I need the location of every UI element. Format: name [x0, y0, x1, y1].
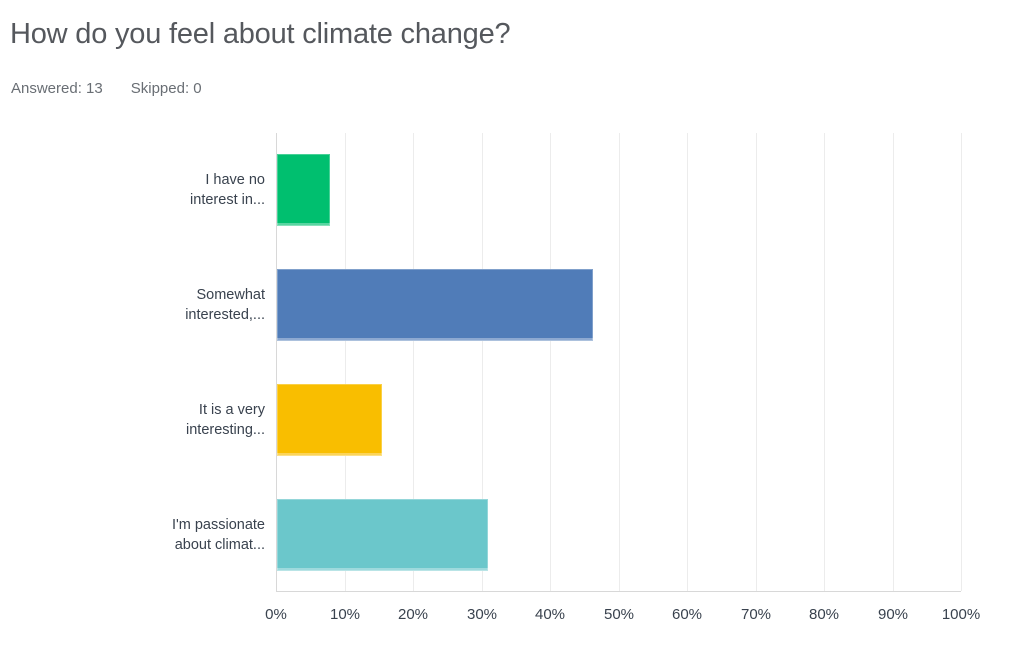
- answered-stat: Answered: 13: [11, 80, 103, 97]
- y-axis-label-4: I'm passionate about climat...: [171, 517, 265, 553]
- chart-bar-3[interactable]: [277, 384, 383, 456]
- x-tick-label-20%: 20%: [397, 606, 429, 623]
- x-tick-label-60%: 60%: [671, 606, 703, 623]
- gridline-40%: [550, 133, 551, 591]
- gridline-80%: [824, 133, 825, 591]
- gridline-50%: [619, 133, 620, 591]
- x-tick-label-80%: 80%: [808, 606, 840, 623]
- y-axis-label-2: Somewhat interested,...: [185, 287, 265, 323]
- x-tick-label-0%: 0%: [265, 606, 287, 623]
- gridline-60%: [687, 133, 688, 591]
- x-tick-label-10%: 10%: [329, 606, 361, 623]
- x-tick-label-40%: 40%: [534, 606, 566, 623]
- chart-bar-4[interactable]: [277, 499, 488, 571]
- answered-value: 13: [86, 80, 103, 97]
- gridline-20%: [413, 133, 414, 591]
- gridline-30%: [482, 133, 483, 591]
- x-tick-label-90%: 90%: [877, 606, 909, 623]
- gridline-100%: [961, 133, 962, 591]
- chart-bar-2[interactable]: [277, 269, 594, 341]
- skipped-value: 0: [193, 80, 202, 97]
- skipped-stat: Skipped: 0: [131, 80, 202, 97]
- chart-bar-1[interactable]: [277, 154, 330, 226]
- gridline-10%: [345, 133, 346, 591]
- x-tick-label-70%: 70%: [740, 606, 772, 623]
- x-tick-label-30%: 30%: [466, 606, 498, 623]
- bar-chart-plot-area: [276, 133, 962, 592]
- skipped-label: Skipped:: [130, 80, 190, 97]
- question-title: How do you feel about climate change?: [10, 18, 511, 50]
- answered-label: Answered:: [11, 80, 82, 97]
- x-tick-label-50%: 50%: [603, 606, 635, 623]
- gridline-90%: [893, 133, 894, 591]
- response-stats: Answered: 13 Skipped: 0: [11, 80, 230, 97]
- y-axis-label-1: I have no interest in...: [190, 172, 265, 208]
- x-tick-label-100%: 100%: [941, 606, 981, 623]
- gridline-70%: [756, 133, 757, 591]
- y-axis-label-3: It is a very interesting...: [186, 402, 265, 438]
